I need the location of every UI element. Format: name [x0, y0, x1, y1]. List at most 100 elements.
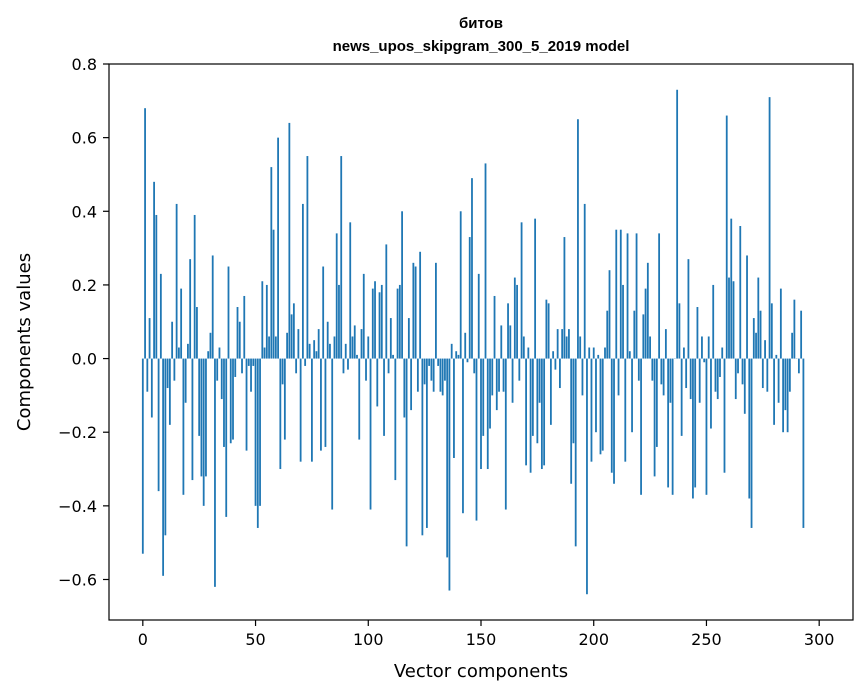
bar [277, 137, 279, 359]
bar [243, 295, 246, 359]
bar [182, 358, 185, 495]
bar [610, 358, 613, 473]
bar [171, 321, 174, 359]
bar [563, 237, 566, 359]
bar [403, 358, 406, 418]
bar [468, 237, 471, 359]
bar [746, 255, 748, 359]
bar [274, 336, 277, 359]
bar [761, 358, 764, 389]
bar [531, 358, 534, 436]
bar [586, 358, 588, 595]
bar [157, 358, 160, 492]
bar [299, 358, 302, 462]
bar [570, 358, 573, 484]
bar [606, 310, 609, 359]
bar [297, 329, 300, 359]
bar [696, 307, 699, 359]
bar [207, 351, 210, 359]
bar [617, 358, 620, 396]
bar [209, 332, 212, 359]
bar [362, 273, 365, 359]
x-tick-label: 50 [245, 630, 265, 649]
bar [268, 336, 270, 359]
bar [326, 321, 329, 359]
bar [241, 358, 243, 374]
bar [565, 336, 568, 359]
bar [317, 329, 320, 359]
bar [349, 222, 352, 359]
bar [360, 329, 363, 359]
bar [250, 358, 252, 392]
bar [383, 358, 385, 436]
bar [401, 211, 403, 359]
bar [153, 181, 155, 359]
bar [755, 332, 757, 359]
bar [581, 358, 584, 396]
bar [802, 358, 805, 528]
bar [202, 358, 205, 506]
bar [561, 329, 564, 359]
bar [187, 343, 189, 359]
bar [759, 310, 762, 359]
bar [444, 358, 446, 381]
bar [540, 358, 543, 470]
bar [719, 358, 721, 377]
bar [701, 336, 703, 359]
bar [480, 358, 482, 470]
bar [770, 303, 773, 359]
bar [457, 354, 460, 359]
bar [529, 358, 532, 473]
bar [220, 358, 223, 400]
bar [698, 358, 701, 403]
bar [653, 358, 656, 477]
bar [637, 358, 640, 381]
bar [286, 332, 289, 359]
bar [721, 347, 724, 359]
y-tick-label: 0.8 [72, 55, 97, 74]
bar [331, 358, 334, 510]
bar [423, 358, 426, 385]
bar [676, 89, 679, 359]
bar [347, 358, 349, 370]
y-tick-label: 0.6 [72, 129, 97, 148]
bar [189, 259, 192, 359]
bar [534, 218, 537, 359]
bar [484, 163, 487, 359]
bar [502, 358, 505, 392]
bar [211, 255, 214, 359]
bar [229, 358, 232, 444]
bar [554, 358, 557, 370]
bar [471, 178, 473, 359]
bar [687, 259, 690, 359]
bar [649, 336, 651, 359]
bar [791, 332, 794, 359]
bar [270, 167, 273, 359]
bar [450, 343, 453, 359]
x-tick-label: 100 [353, 630, 384, 649]
bar [579, 336, 582, 359]
bar [601, 358, 604, 451]
bar [344, 343, 347, 359]
bar [646, 262, 649, 359]
bar [516, 284, 518, 359]
bar [410, 358, 413, 411]
bar [710, 358, 712, 429]
bar [511, 358, 514, 403]
bar [333, 336, 336, 359]
bar [667, 358, 670, 488]
bar [301, 203, 304, 359]
bar [545, 299, 548, 359]
bar [261, 281, 264, 359]
bar [419, 251, 422, 359]
bar [716, 358, 719, 400]
bar [549, 358, 552, 425]
bar [462, 358, 464, 514]
bar [279, 358, 282, 470]
bar [750, 358, 753, 528]
bar [766, 358, 769, 392]
bar [252, 358, 255, 366]
bar [592, 347, 595, 359]
bar [504, 358, 507, 510]
